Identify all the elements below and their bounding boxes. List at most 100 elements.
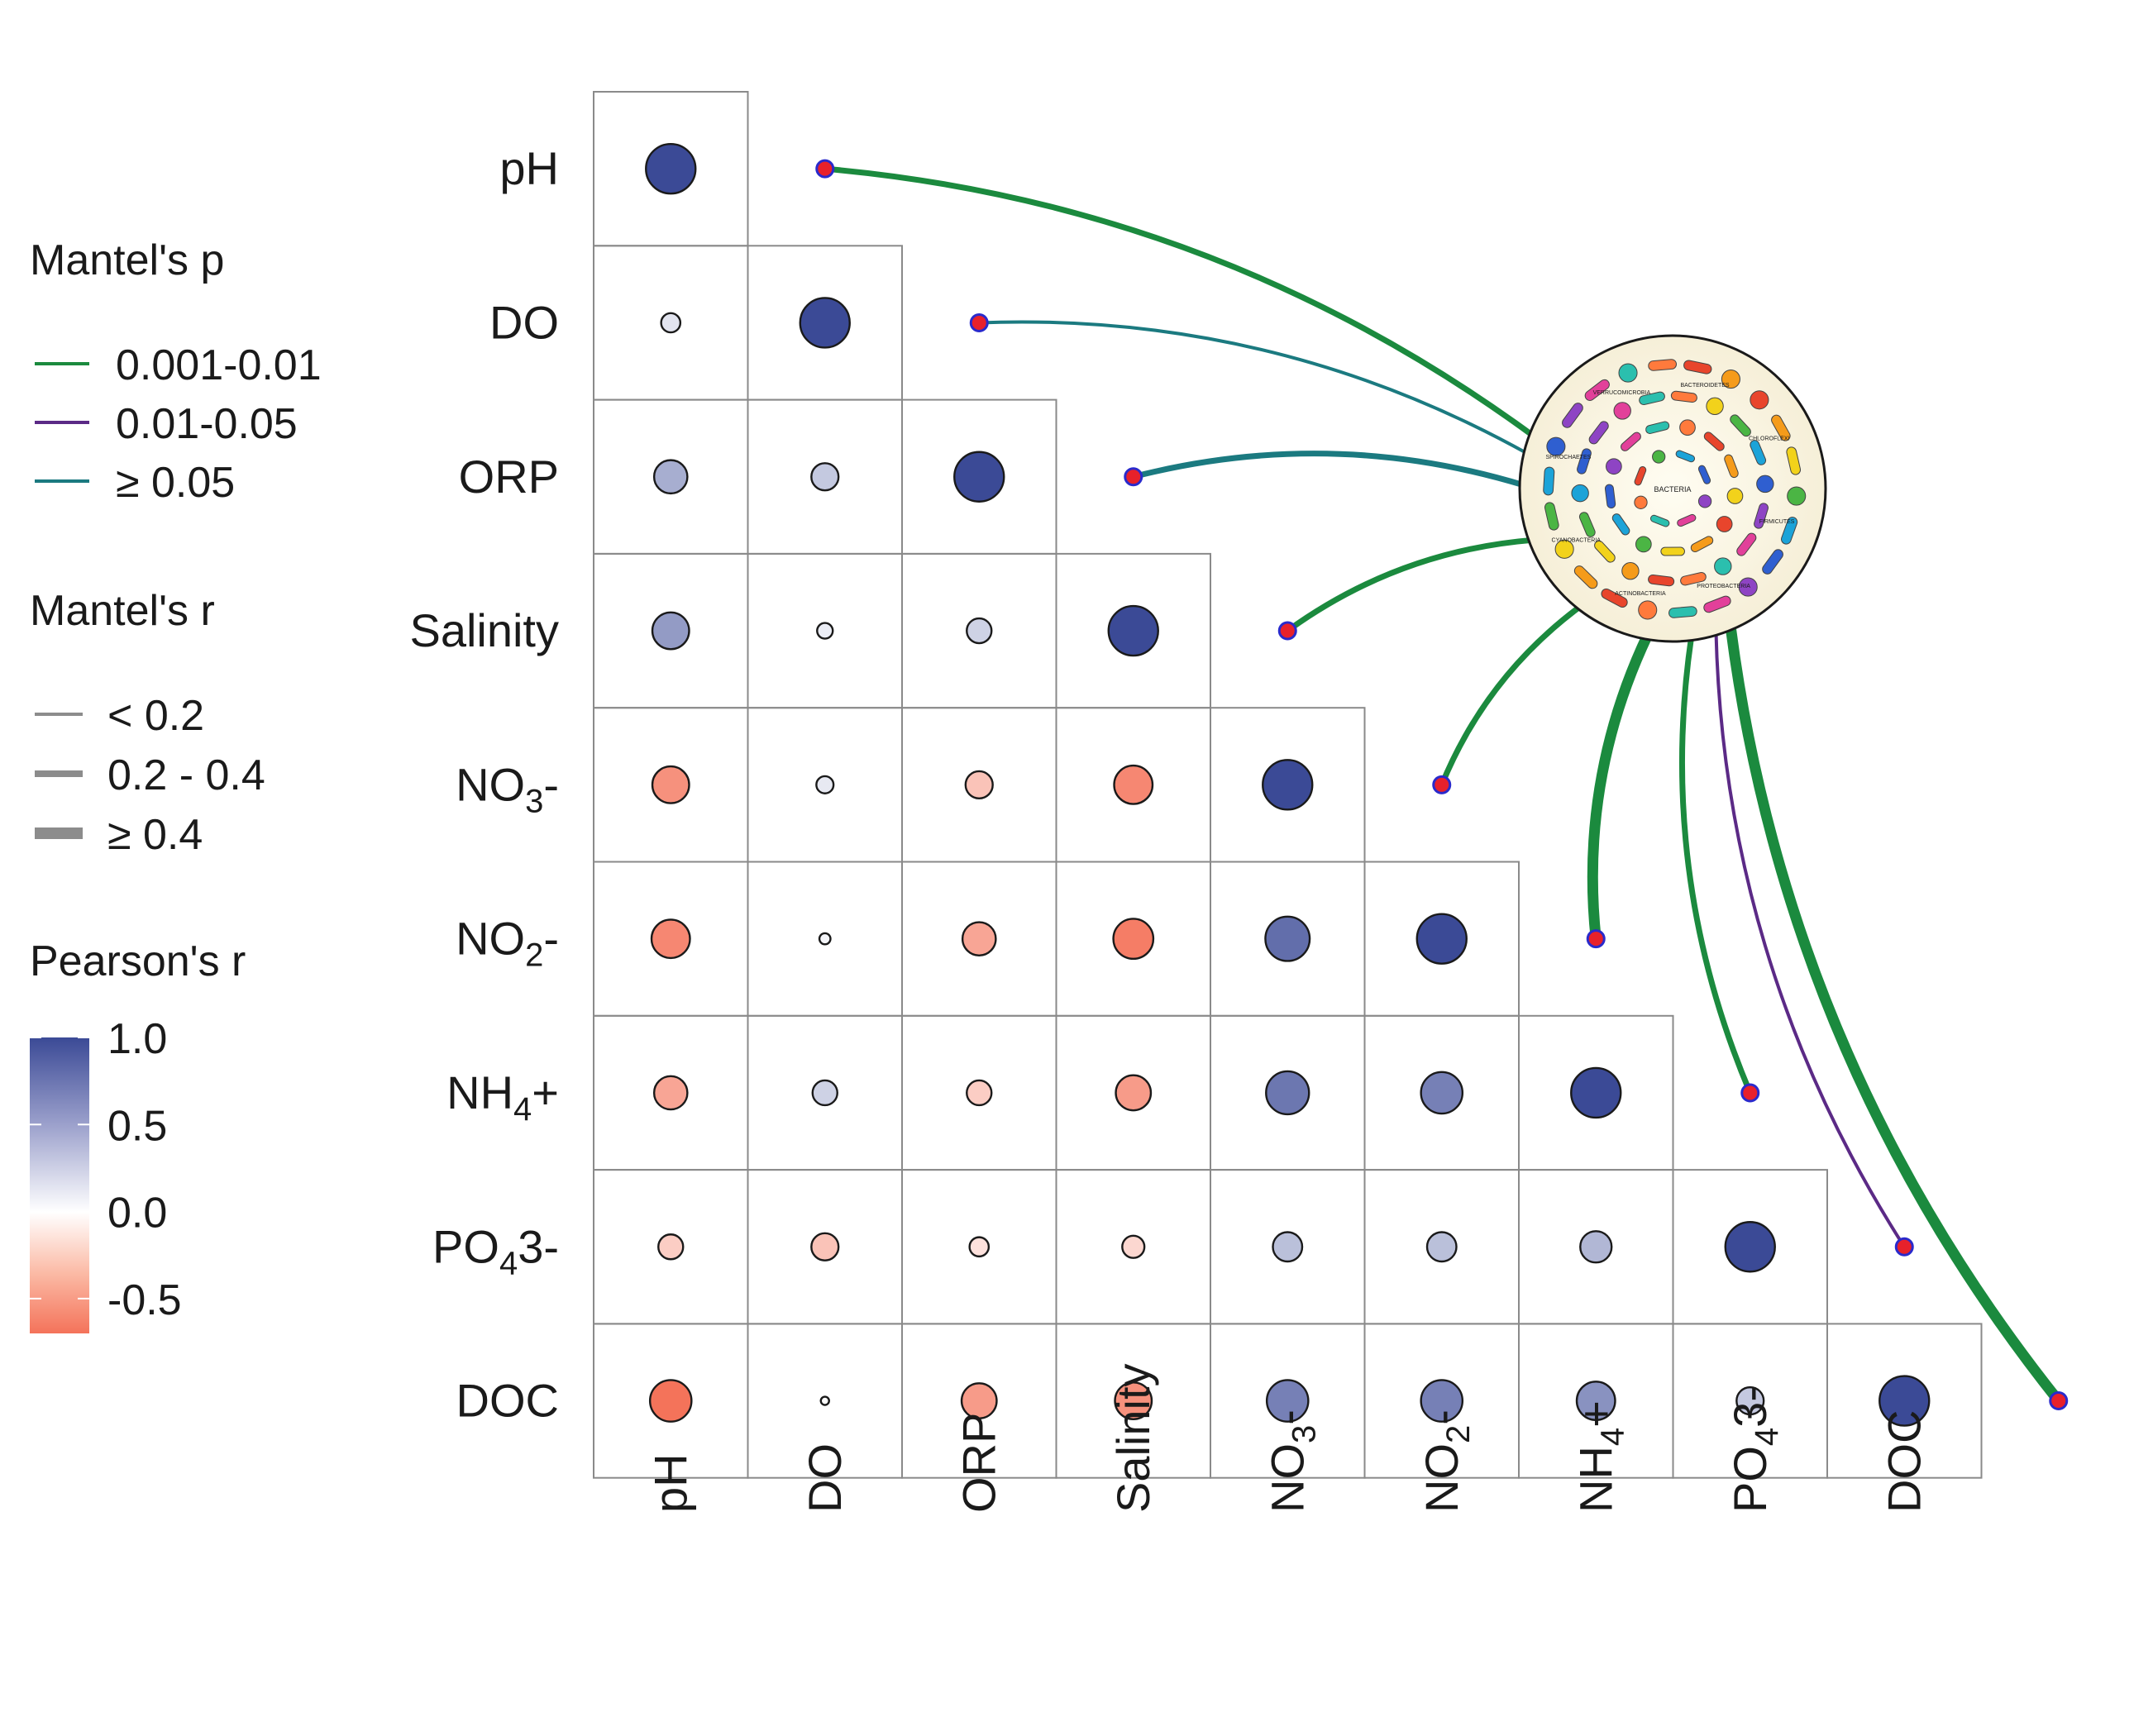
correlation-circle — [1265, 1070, 1310, 1116]
community-ring-label: VERRUCOMICROBIA — [1593, 390, 1651, 396]
legend-p-label: 0.01-0.05 — [116, 400, 298, 448]
bacterium-coccus — [1546, 436, 1566, 456]
bacterium-bacillus — [1750, 440, 1767, 465]
correlation-circle — [1265, 1379, 1310, 1423]
legend-r-label: 0.2 - 0.4 — [107, 751, 265, 799]
bacterium-coccus — [1618, 363, 1638, 383]
correlation-circle — [819, 1395, 830, 1406]
bacterium-bacillus — [1621, 432, 1641, 451]
community-ring-label: ACTINOBACTERIA — [1615, 591, 1666, 597]
correlation-circle — [953, 451, 1005, 503]
bacterium-bacillus — [1754, 503, 1769, 529]
correlation-circle — [816, 622, 834, 640]
bacterium-bacillus — [1573, 565, 1598, 589]
bacterium-bacillus — [1683, 360, 1712, 374]
bacterium-bacillus — [1639, 391, 1665, 405]
correlation-circle — [966, 1079, 993, 1107]
bacterium-bacillus — [1648, 359, 1678, 371]
correlation-circle — [810, 462, 840, 492]
bacterium-bacillus — [1703, 432, 1725, 451]
mantel-link — [1130, 451, 1528, 489]
bacterium-coccus — [1721, 370, 1740, 389]
bacterium-bacillus — [1578, 512, 1596, 537]
bacterium-coccus — [1606, 458, 1622, 475]
bacterium-bacillus — [1611, 513, 1630, 536]
link-endpoint — [815, 159, 835, 179]
bacterium-bacillus — [1584, 379, 1610, 401]
row-label: NO3- — [456, 758, 559, 819]
bacterium-bacillus — [1781, 517, 1798, 545]
community-center-label: BACTERIA — [1654, 485, 1691, 494]
row-label: ORP — [459, 451, 559, 503]
grid-cell — [1826, 1323, 1983, 1479]
community-ring-label: FIRMICUTES — [1759, 519, 1795, 525]
legend-p-label: 0.001-0.01 — [116, 341, 322, 389]
legend-mantel-r-title: Mantel's r — [30, 587, 215, 635]
bacterium-bacillus — [1724, 454, 1739, 479]
bacterium-coccus — [1738, 577, 1758, 597]
correlation-circles — [645, 142, 1931, 1427]
correlation-grid — [593, 91, 1983, 1479]
link-endpoint — [1586, 929, 1606, 949]
mantel-links — [822, 165, 2065, 1407]
link-endpoint — [2049, 1391, 2069, 1411]
correlation-circle — [818, 932, 832, 946]
correlation-circle — [1113, 764, 1154, 805]
correlation-circle — [651, 611, 690, 651]
column-labels: pH DO ORP Salinity NO3- NO2- NH4+ PO43- DOC — [644, 1363, 1930, 1513]
community-ring-label: SPIROCHAETES — [1545, 455, 1591, 460]
column-label: PO43- — [1724, 1386, 1785, 1513]
colorbar-tick-label: 0.0 — [107, 1190, 167, 1238]
correlation-circle — [657, 1233, 685, 1261]
correlation-circle — [1264, 915, 1311, 962]
column-label: NO3- — [1261, 1409, 1322, 1513]
bacterium-bacillus — [1594, 540, 1616, 563]
pearson-colorbar — [30, 1037, 89, 1333]
bacterium-bacillus — [1645, 421, 1670, 434]
correlation-circle — [1272, 1231, 1304, 1263]
correlation-circle — [1879, 1375, 1931, 1427]
bacterium-bacillus — [1543, 466, 1555, 496]
mantel-link — [1714, 628, 1907, 1249]
bacterium-coccus — [1714, 557, 1732, 575]
correlation-circle — [650, 918, 691, 960]
correlation-circle — [652, 459, 689, 495]
colorbar-tick-label: -0.5 — [107, 1276, 182, 1324]
bacterium-coccus — [1638, 600, 1658, 620]
community-ring-label: CHLOROFLEXI — [1749, 436, 1789, 441]
bacterium-bacillus — [1680, 572, 1707, 586]
column-label: DOC — [1878, 1410, 1930, 1513]
bacterium-coccus — [1571, 484, 1589, 503]
bacterium-coccus — [1621, 561, 1640, 580]
bacterium-bacillus — [1601, 588, 1628, 608]
correlation-circle — [1112, 918, 1155, 961]
colorbar-tick-label: 1.0 — [107, 1015, 167, 1063]
row-labels: pH DO ORP Salinity NO3- NO2- NH4+ PO43- DOC — [409, 142, 559, 1426]
bacterium-coccus — [1750, 390, 1769, 410]
correlation-circle — [1262, 759, 1314, 811]
bacterium-coccus — [1787, 486, 1807, 506]
correlation-circle — [1579, 1230, 1613, 1264]
community-image-border — [1518, 334, 1827, 643]
correlation-circle — [1570, 1066, 1622, 1119]
legend: Mantel's p Mantel's r Pearson's r 0.001-… — [30, 236, 322, 1333]
bacterium-coccus — [1756, 475, 1774, 494]
mantel-link — [977, 320, 1530, 456]
mantel-link — [1679, 632, 1754, 1096]
row-label: DO — [489, 296, 559, 348]
community-ring-label: BACTEROIDETES — [1680, 383, 1729, 389]
bacterium-bacillus — [1697, 465, 1711, 484]
column-label: ORP — [952, 1413, 1005, 1513]
legend-p-label: ≥ 0.05 — [116, 459, 235, 507]
correlation-circle — [961, 921, 997, 956]
correlation-circle — [968, 1236, 991, 1258]
bacterium-coccus — [1716, 516, 1733, 532]
link-endpoint — [1277, 621, 1297, 641]
correlation-circle — [651, 765, 690, 804]
mantel-link — [1725, 619, 2065, 1407]
link-endpoint — [969, 312, 989, 332]
bacterium-coccus — [1635, 536, 1652, 553]
bacterium-bacillus — [1604, 484, 1616, 509]
correlation-circle — [1420, 1379, 1464, 1423]
